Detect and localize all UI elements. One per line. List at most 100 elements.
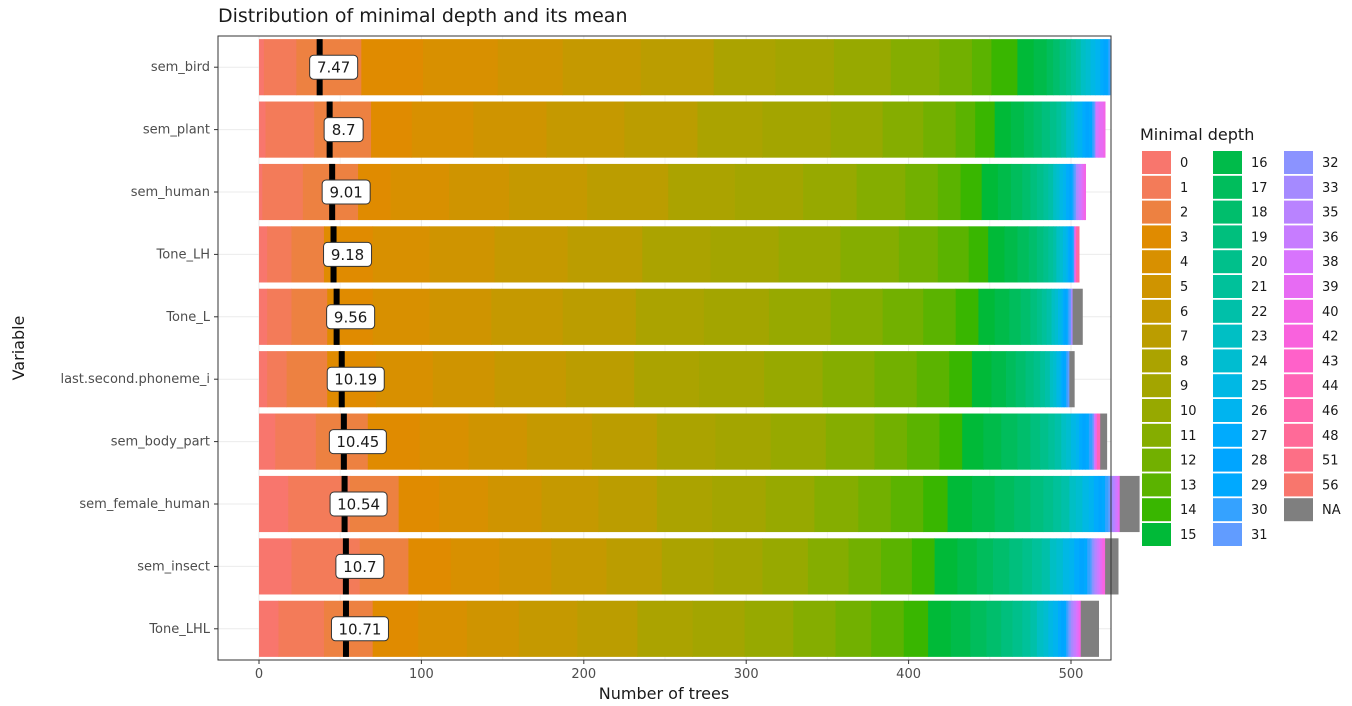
- bar-segment-depth-5: [429, 226, 495, 283]
- bar-segment-depth-5: [449, 163, 510, 221]
- bar-segment-depth-10: [830, 101, 884, 158]
- bar-segment-depth-10: [778, 226, 841, 283]
- x-tick-label-500: 500: [1059, 667, 1084, 682]
- bar-segment-depth-29: [1085, 413, 1090, 470]
- bar-segment-depth-16: [994, 288, 1010, 345]
- bar-segment-depth-10: [762, 538, 809, 595]
- bar-segment-depth-23: [1061, 413, 1067, 470]
- legend-label-48: 48: [1322, 429, 1339, 444]
- legend-swatch-25: [1213, 374, 1242, 398]
- bar-segment-depth-31: [1074, 163, 1077, 221]
- bar-segment-depth-30: [1067, 288, 1070, 345]
- bar-segment-depth-21: [1041, 288, 1048, 345]
- legend-label-46: 46: [1322, 404, 1339, 419]
- bar-segment-depth-25: [1058, 288, 1062, 345]
- bar-segment-depth-33: [1071, 288, 1074, 345]
- bar-segment-depth-8: [635, 288, 705, 345]
- bar-segment-depth-9: [692, 600, 745, 657]
- bar-segment-depth-38: [1075, 600, 1078, 657]
- bar-segment-depth-8: [668, 163, 736, 221]
- bar-segment-depth-0: [259, 351, 268, 408]
- legend-label-19: 19: [1251, 230, 1268, 245]
- chart-title: Distribution of minimal depth and its me…: [218, 5, 628, 27]
- bar-segment-depth-29: [1101, 475, 1106, 533]
- bar-segment-depth-21: [1040, 351, 1046, 408]
- bar-segment-depth-20: [1033, 351, 1041, 408]
- bar-segment-depth-16: [950, 600, 971, 657]
- bar-segment-depth-15: [947, 475, 973, 533]
- y-tick-label: sem_body_part: [111, 435, 210, 450]
- bar-segment-depth-4: [390, 163, 450, 221]
- legend-label-5: 5: [1180, 280, 1188, 295]
- bar-segment-depth-14: [923, 475, 948, 533]
- bar-segment-depth-19: [1041, 101, 1051, 158]
- mean-label: 9.56: [334, 308, 367, 326]
- bar-segment-depth-26: [1088, 475, 1095, 533]
- bar-segment-depth-2: [291, 288, 328, 345]
- bar-segment-depth-25: [1082, 475, 1090, 533]
- bar-segment-depth-NA: [1069, 351, 1075, 408]
- legend-label-15: 15: [1180, 528, 1197, 543]
- bar-segment-depth-5: [429, 288, 492, 345]
- mean-label: 10.7: [343, 558, 376, 576]
- bar-segment-depth-0: [259, 600, 279, 657]
- bar-segment-depth-15: [971, 351, 992, 408]
- bar-segment-depth-14: [939, 413, 963, 470]
- bar-segment-depth-16: [971, 475, 996, 533]
- bar-segment-depth-22: [1075, 39, 1082, 96]
- legend-label-9: 9: [1180, 379, 1188, 394]
- bar-segment-depth-7: [640, 39, 715, 96]
- bar-segment-depth-12: [905, 163, 939, 221]
- legend-label-51: 51: [1322, 454, 1339, 469]
- bar-segment-depth-27: [1082, 101, 1087, 158]
- mean-label-box: [323, 117, 364, 143]
- bar-segment-depth-30: [1092, 101, 1095, 158]
- bar-sem_female_human: [259, 475, 1140, 533]
- bar-segment-depth-30: [1105, 475, 1109, 533]
- legend-swatch-39: [1284, 275, 1313, 298]
- bar-segment-depth-38: [1095, 101, 1100, 158]
- bar-Tone_LHL: [259, 600, 1100, 657]
- bar-segment-depth-30: [1072, 163, 1075, 221]
- y-tick-label: sem_plant: [143, 123, 210, 138]
- mean-label: 10.71: [338, 620, 381, 638]
- legend-label-40: 40: [1322, 305, 1339, 320]
- bar-segment-depth-27: [1066, 163, 1070, 221]
- bar-segment-depth-5: [466, 600, 520, 657]
- bar-segment-depth-24: [1085, 39, 1091, 96]
- legend-label-30: 30: [1251, 503, 1268, 518]
- bar-segment-depth-18: [1015, 351, 1026, 408]
- legend-swatch-15: [1142, 523, 1171, 546]
- bar-segment-depth-20: [1066, 39, 1072, 96]
- bar-segment-depth-19: [1059, 39, 1067, 96]
- bar-segment-depth-3: [371, 101, 413, 158]
- bar-segment-depth-1: [275, 413, 317, 470]
- bar-segment-depth-19: [1030, 413, 1041, 470]
- legend-label-35: 35: [1322, 206, 1339, 221]
- bar-segment-depth-24: [1066, 413, 1072, 470]
- legend-label-7: 7: [1180, 330, 1188, 345]
- bar-segment-depth-40: [1103, 101, 1106, 158]
- legend-label-18: 18: [1251, 206, 1268, 221]
- legend-swatch-3: [1142, 225, 1171, 249]
- bar-segment-depth-16: [957, 538, 978, 595]
- plot-panel-border: [217, 35, 1112, 661]
- bar-segment-depth-21: [1048, 226, 1054, 283]
- bar-segment-depth-14: [949, 351, 973, 408]
- legend-label-0: 0: [1180, 156, 1188, 171]
- bar-segment-depth-10: [765, 475, 815, 533]
- legend-label-11: 11: [1180, 429, 1197, 444]
- bar-segment-depth-12: [874, 413, 908, 470]
- mean-label-box: [309, 54, 359, 80]
- x-axis-label: Number of trees: [599, 684, 729, 703]
- bar-segment-depth-7: [624, 101, 698, 158]
- bar-segment-depth-20: [1036, 288, 1043, 345]
- bar-segment-depth-13: [880, 538, 913, 595]
- bar-segment-depth-7: [567, 226, 643, 283]
- bar-segment-depth-3: [408, 538, 452, 595]
- legend-swatch-30: [1213, 498, 1242, 522]
- bar-segment-depth-28: [1103, 39, 1108, 96]
- legend-label-26: 26: [1251, 404, 1268, 419]
- bar-segment-depth-48: [1077, 226, 1080, 283]
